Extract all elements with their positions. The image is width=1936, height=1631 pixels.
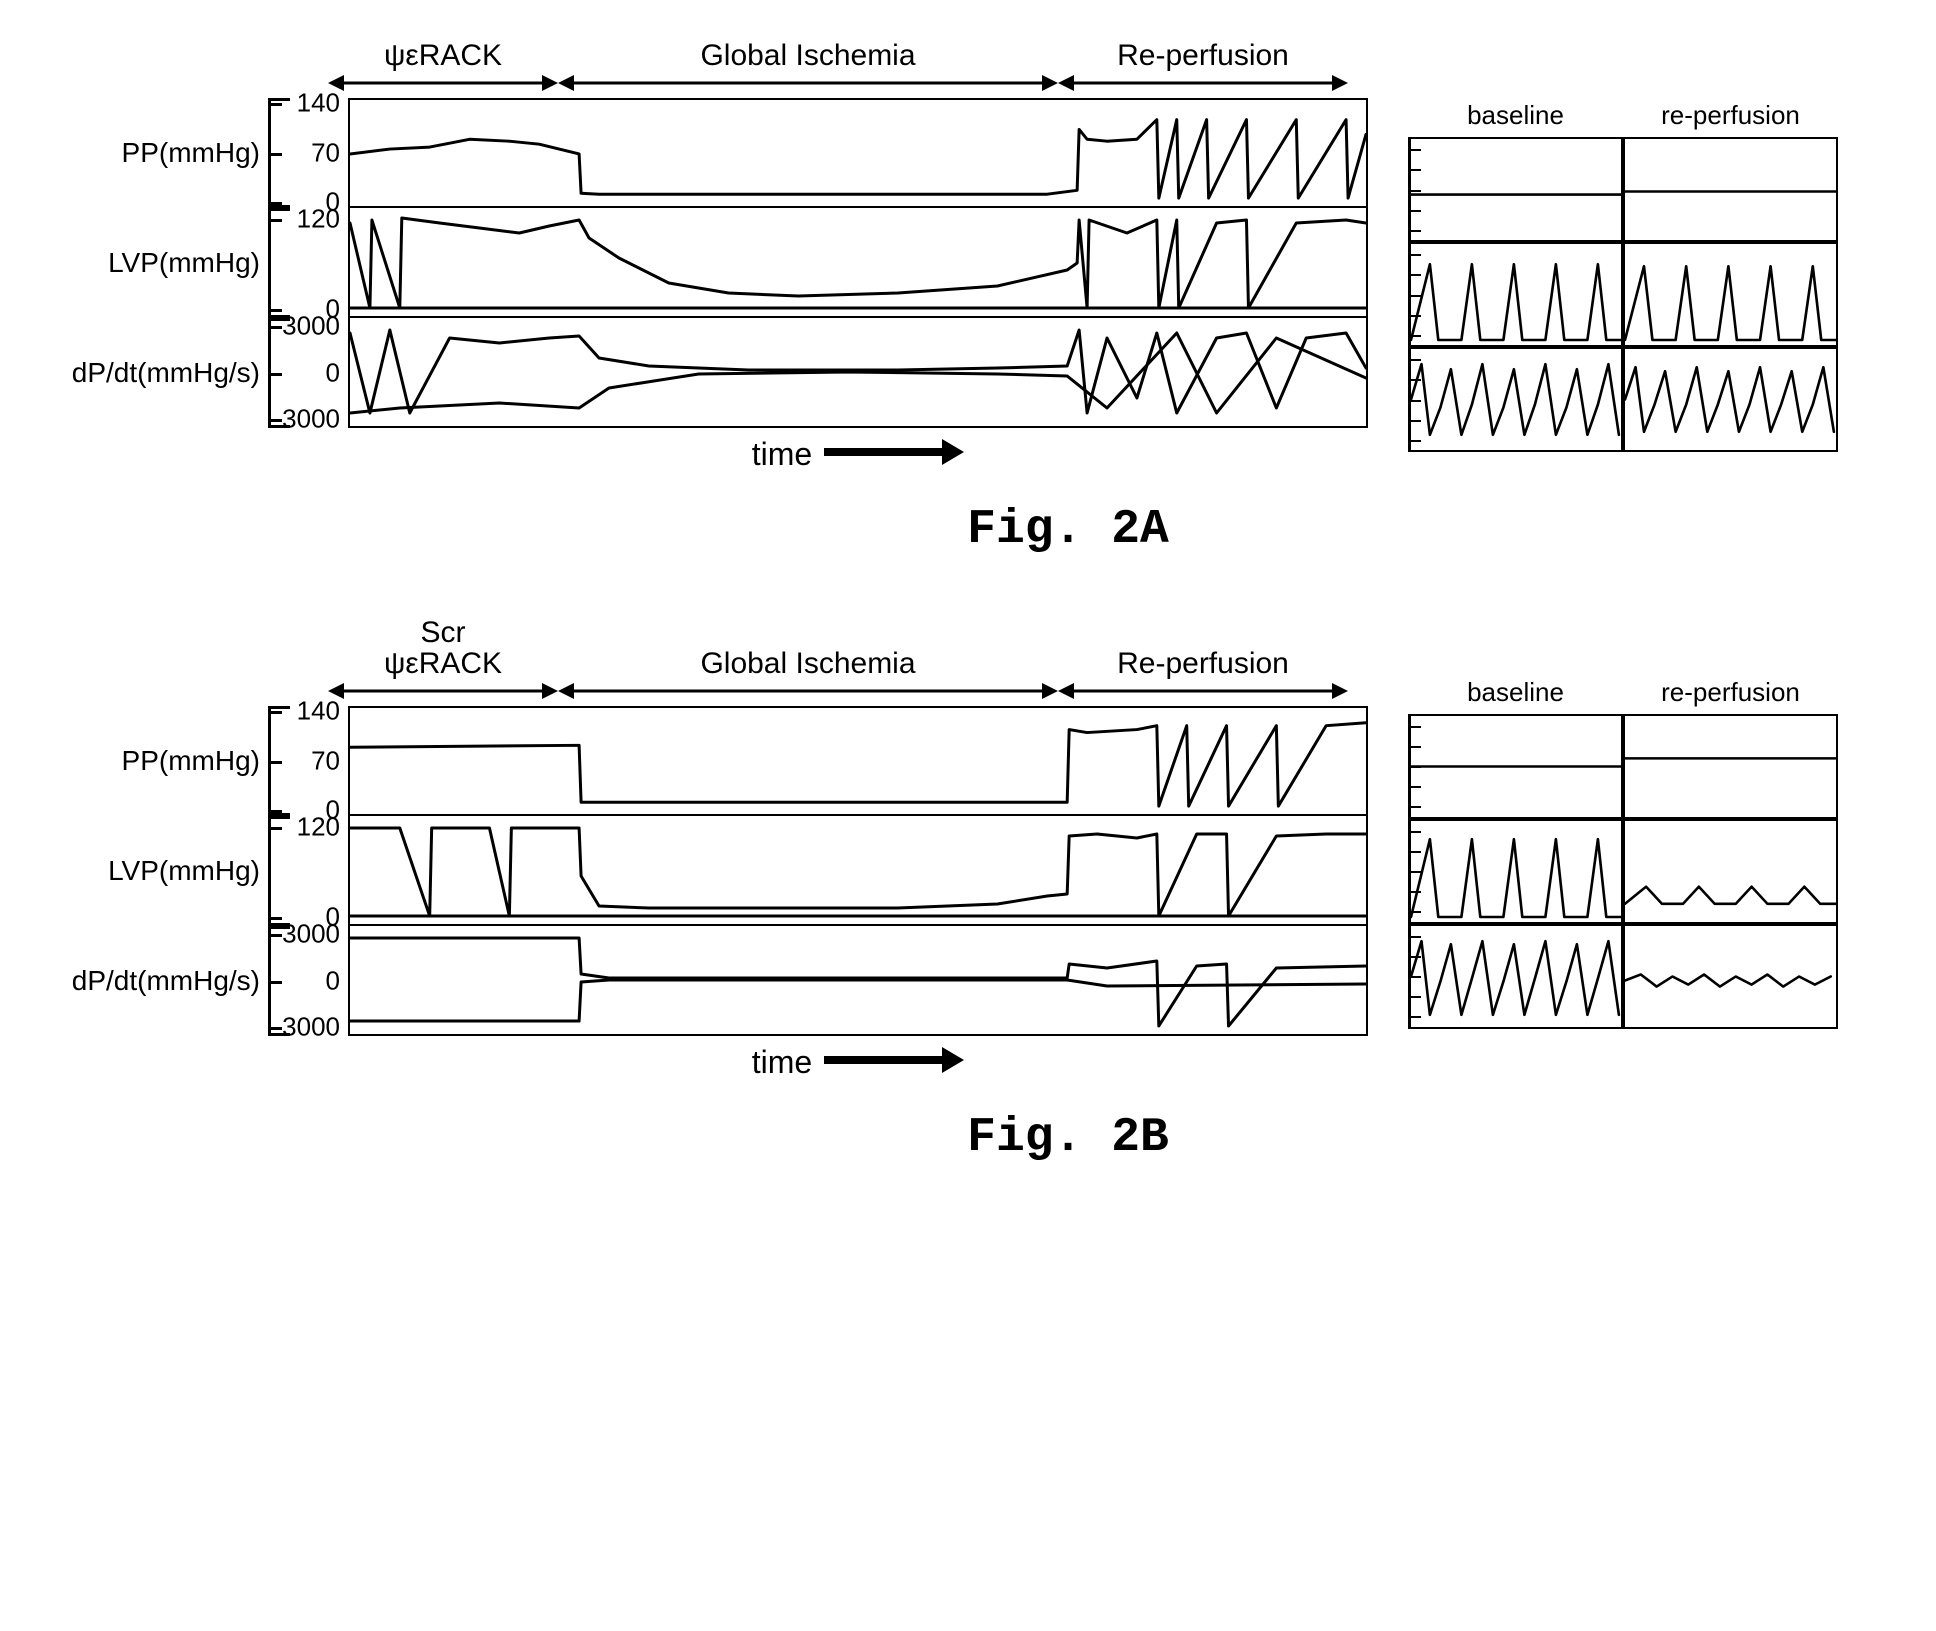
figure-caption: Fig. 2A	[68, 503, 1868, 557]
inset-title: baseline	[1408, 677, 1623, 708]
tick-label: 3000	[282, 311, 340, 342]
trace-0	[348, 98, 1368, 208]
tick-group: 30000-3000	[268, 926, 348, 1036]
inset-trace	[1623, 137, 1838, 242]
inset-trace	[1408, 714, 1623, 819]
tick-label: -3000	[274, 1011, 341, 1042]
y-axis-label: LVP(mmHg)	[68, 208, 268, 318]
double-arrow-icon	[328, 72, 558, 94]
inset-trace	[1623, 714, 1838, 819]
phase-0: ψεRACK	[328, 40, 558, 94]
inset-panel: baselinere-perfusion	[1408, 677, 1838, 1029]
inset-trace	[1623, 924, 1838, 1029]
tick-label: 120	[297, 203, 340, 234]
y-axis-label: PP(mmHg)	[68, 706, 268, 816]
phase-row: ψεRACK Global Ischemia Re-perfusion	[328, 40, 1348, 94]
inset-trace	[1623, 819, 1838, 924]
double-arrow-icon	[558, 680, 1058, 702]
inset-title: re-perfusion	[1623, 677, 1838, 708]
phase-label: Global Ischemia	[700, 648, 915, 680]
figure-A: ψεRACK Global Ischemia Re-perfusion PP(mmHg…	[68, 40, 1868, 557]
phase-2: Re-perfusion	[1058, 648, 1348, 702]
inset-trace	[1408, 242, 1623, 347]
y-axis-label: dP/dt(mmHg/s)	[68, 926, 268, 1036]
phase-0: Scr ψεRACK	[328, 617, 558, 702]
tick-label: 120	[297, 811, 340, 842]
phase-label: Re-perfusion	[1117, 648, 1289, 680]
tick-label: 140	[297, 696, 340, 727]
trace-1	[348, 208, 1368, 318]
trace-2	[348, 926, 1368, 1036]
inset-trace	[1408, 347, 1623, 452]
time-axis: time	[348, 436, 1368, 473]
double-arrow-icon	[1058, 72, 1348, 94]
tick-label: 3000	[282, 919, 340, 950]
inset-trace	[1623, 242, 1838, 347]
tick-group: 140700	[268, 98, 348, 208]
inset-trace	[1408, 924, 1623, 1029]
tick-label: 70	[311, 745, 340, 776]
inset-title: baseline	[1408, 100, 1623, 131]
inset-trace	[1408, 137, 1623, 242]
figure-B: Scr ψεRACK Global Ischemia Re-perfusion PP(…	[68, 617, 1868, 1165]
trace-0	[348, 706, 1368, 816]
phase-1: Global Ischemia	[558, 648, 1058, 702]
inset-trace	[1623, 347, 1838, 452]
phase-label: Re-perfusion	[1117, 40, 1289, 72]
tick-group: 140700	[268, 706, 348, 816]
tick-group: 1200	[268, 208, 348, 318]
arrow-right-icon	[824, 1044, 964, 1081]
trace-1	[348, 816, 1368, 926]
tick-label: 140	[297, 88, 340, 119]
tick-group: 30000-3000	[268, 318, 348, 428]
tick-label: -3000	[274, 403, 341, 434]
time-label: time	[752, 1044, 812, 1081]
tick-group: 1200	[268, 816, 348, 926]
tick-label: 0	[326, 357, 340, 388]
phase-1: Global Ischemia	[558, 40, 1058, 94]
inset-panel: baselinere-perfusion	[1408, 100, 1838, 452]
y-axis-label: PP(mmHg)	[68, 98, 268, 208]
double-arrow-icon	[1058, 680, 1348, 702]
y-axis-label: dP/dt(mmHg/s)	[68, 318, 268, 428]
inset-title: re-perfusion	[1623, 100, 1838, 131]
double-arrow-icon	[558, 72, 1058, 94]
trace-2	[348, 318, 1368, 428]
tick-label: 70	[311, 137, 340, 168]
double-arrow-icon	[328, 680, 558, 702]
y-axis-label: LVP(mmHg)	[68, 816, 268, 926]
phase-row: Scr ψεRACK Global Ischemia Re-perfusion	[328, 617, 1348, 702]
arrow-right-icon	[824, 436, 964, 473]
phase-label: ψεRACK	[384, 40, 502, 72]
figure-caption: Fig. 2B	[68, 1111, 1868, 1165]
time-label: time	[752, 436, 812, 473]
phase-2: Re-perfusion	[1058, 40, 1348, 94]
phase-label: Scr ψεRACK	[384, 617, 502, 680]
time-axis: time	[348, 1044, 1368, 1081]
phase-label: Global Ischemia	[700, 40, 915, 72]
inset-trace	[1408, 819, 1623, 924]
tick-label: 0	[326, 965, 340, 996]
